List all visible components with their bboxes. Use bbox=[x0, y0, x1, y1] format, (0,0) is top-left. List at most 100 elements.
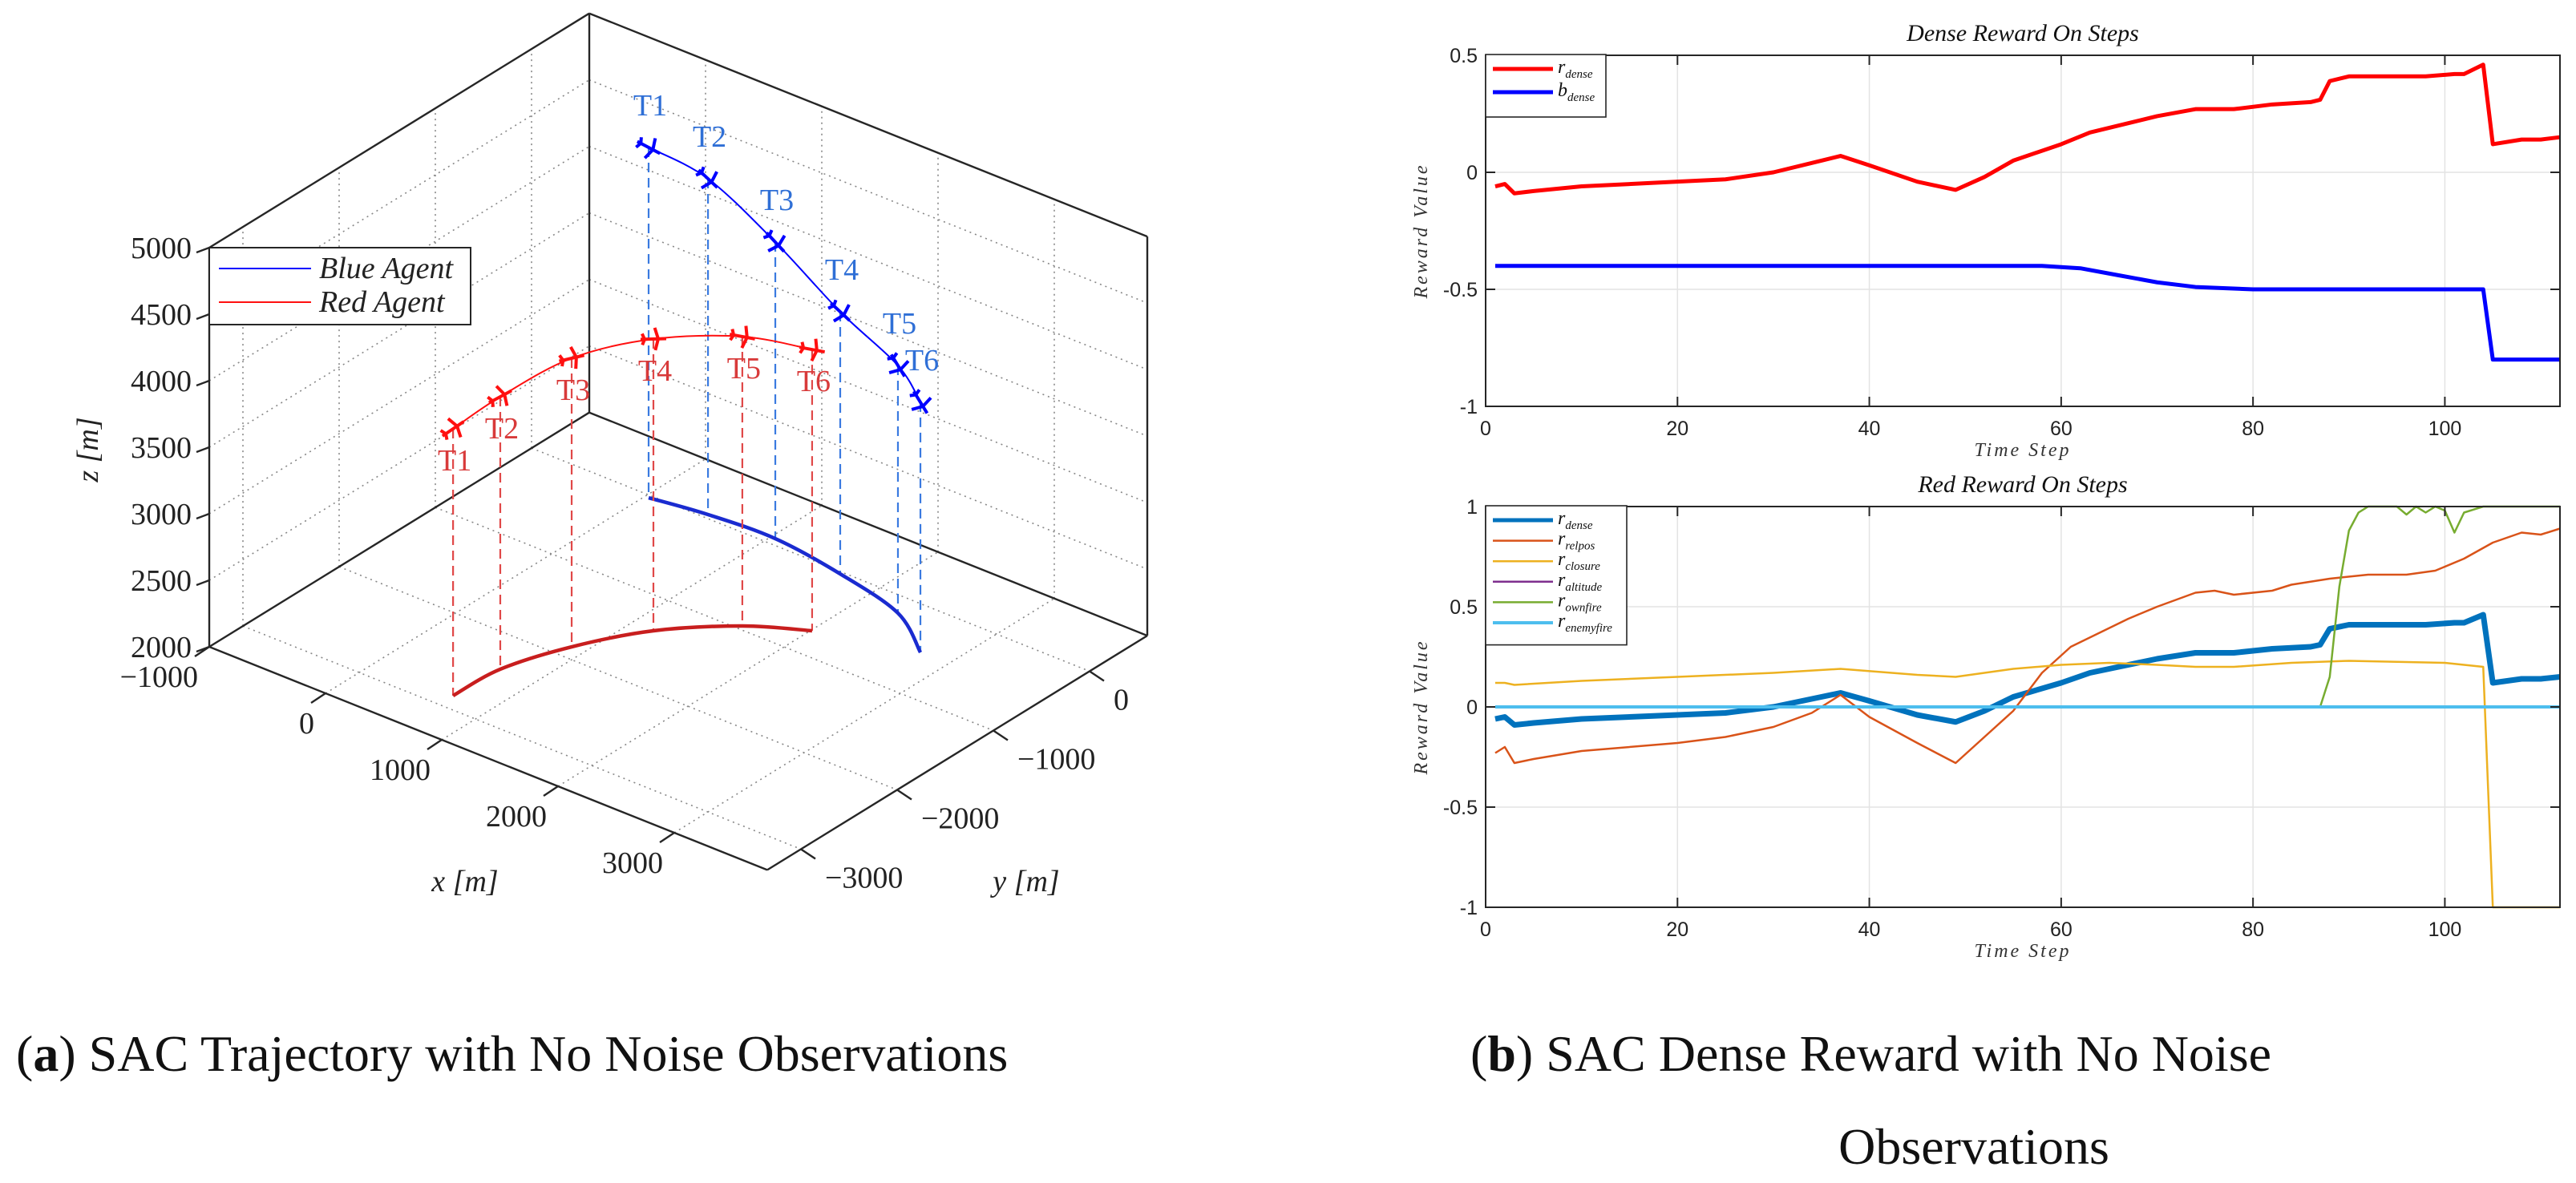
x-tick-label: 40 bbox=[1858, 919, 1881, 941]
axes-box bbox=[1485, 55, 2561, 407]
x-tick bbox=[543, 785, 559, 797]
x-tick-label: 100 bbox=[2428, 919, 2462, 941]
legend-label: rclosure bbox=[1558, 549, 1600, 573]
aircraft-marker bbox=[558, 345, 585, 369]
y-tick bbox=[1089, 670, 1105, 682]
legend-sub: enemyfire bbox=[1565, 622, 1612, 635]
legend-main: r bbox=[1558, 529, 1566, 550]
x-tick-label: 2000 bbox=[486, 800, 547, 834]
y-tick-label: −1000 bbox=[1017, 743, 1095, 777]
series-r-dense bbox=[1494, 63, 2561, 196]
axis-box-edge bbox=[588, 12, 1148, 238]
aircraft-marker bbox=[487, 385, 513, 407]
grid-line bbox=[588, 278, 1148, 503]
legend-box bbox=[1485, 54, 1607, 118]
aircraft-marker bbox=[640, 327, 667, 351]
axis-box-edge bbox=[588, 411, 1148, 637]
x-tick-label: 60 bbox=[2050, 418, 2073, 440]
z-tick-label: 2500 bbox=[131, 564, 192, 598]
time-label: T1 bbox=[438, 444, 471, 478]
z-tick bbox=[196, 446, 210, 454]
time-label: T2 bbox=[485, 412, 519, 446]
trajectory-3d-plot: 2000 2500 3000 3500 4000 4500 5000 −1000 0 1000 20… bbox=[71, 12, 1149, 898]
y-axis-label: Reward Value bbox=[1411, 639, 1432, 775]
x-tick bbox=[659, 832, 675, 843]
z-tick-label: 3000 bbox=[131, 498, 192, 531]
chart-title: Dense Reward On Steps bbox=[1906, 20, 2139, 46]
x-tick bbox=[310, 692, 326, 704]
legend-main: b bbox=[1558, 80, 1567, 101]
legend: rdenserrelposrclosureraltituderownfirere… bbox=[1485, 505, 1628, 646]
legend-main: r bbox=[1558, 508, 1566, 529]
axis-box-edge bbox=[208, 411, 590, 648]
time-label: T4 bbox=[825, 253, 859, 287]
z-tick bbox=[196, 579, 210, 587]
aircraft-marker bbox=[439, 417, 465, 441]
legend-sub: dense bbox=[1565, 519, 1592, 532]
x-axis-label: x [m] bbox=[431, 865, 498, 898]
z-tick bbox=[196, 246, 210, 254]
y-tick-label: 0 bbox=[1466, 162, 1478, 184]
time-label: T3 bbox=[556, 373, 590, 407]
series-r-dense bbox=[1494, 612, 2561, 728]
x-tick-label: 20 bbox=[1666, 919, 1688, 941]
legend-main: r bbox=[1558, 611, 1566, 632]
legend-label: rdense bbox=[1558, 508, 1593, 532]
axis-box-edge bbox=[766, 635, 1148, 871]
aircraft-marker bbox=[635, 137, 661, 159]
trajectory-red-agent: T1 T2 T3 T4 T5 T6 bbox=[438, 325, 831, 697]
caption-b-line2: Observations bbox=[1838, 1118, 2109, 1175]
red-reward-chart: 0 20 40 60 80 100 -1 -0.5 0 0.5 1 Red Reward On Ste… bbox=[1411, 471, 2561, 962]
z-tick-label: 2000 bbox=[131, 631, 192, 664]
legend-label: renemyfire bbox=[1558, 611, 1612, 635]
caption-b-label: b bbox=[1487, 1025, 1516, 1082]
y-tick-label: -1 bbox=[1460, 396, 1478, 418]
x-tick bbox=[194, 646, 210, 657]
legend-label: raltitude bbox=[1558, 570, 1603, 594]
grid-line bbox=[557, 551, 939, 787]
grid-line bbox=[208, 146, 590, 382]
caption-a-text: SAC Trajectory with No Noise Observation… bbox=[76, 1025, 1009, 1082]
aircraft-marker bbox=[827, 299, 851, 323]
time-label: T6 bbox=[905, 344, 939, 378]
axis-box-edge bbox=[208, 12, 590, 249]
x-axis-label: Time Step bbox=[1975, 941, 2072, 962]
legend-sub: dense bbox=[1567, 91, 1595, 104]
grid-line bbox=[588, 345, 1148, 570]
x-tick-label: 0 bbox=[1480, 919, 1491, 941]
time-label: T5 bbox=[727, 352, 761, 386]
grid-line bbox=[338, 566, 898, 791]
series-r-ownfire bbox=[2319, 505, 2560, 708]
legend-label: Red Agent bbox=[318, 285, 446, 319]
legend-label: Blue Agent bbox=[319, 252, 455, 285]
legend-label: bdense bbox=[1558, 80, 1595, 104]
time-label: T4 bbox=[638, 354, 672, 388]
time-label: T5 bbox=[883, 307, 916, 341]
x-axis-label: Time Step bbox=[1975, 440, 2072, 461]
caption-a: (a) SAC Trajectory with No Noise Observa… bbox=[16, 1025, 1008, 1082]
series-b-dense bbox=[1494, 264, 2560, 362]
y-tick-label: −3000 bbox=[825, 862, 903, 895]
y-tick-label: 0 bbox=[1466, 696, 1478, 719]
legend-main: r bbox=[1558, 570, 1566, 591]
x-tick-label: 40 bbox=[1858, 418, 1881, 440]
aircraft-marker bbox=[799, 338, 826, 362]
aircraft-marker bbox=[762, 229, 787, 253]
legend-box bbox=[208, 247, 471, 325]
legend-sub: altitude bbox=[1565, 581, 1602, 594]
axis-box-edge bbox=[208, 645, 768, 871]
legend-sub: relpos bbox=[1565, 540, 1595, 553]
y-tick-label: -0.5 bbox=[1443, 797, 1478, 819]
x-tick-label: 1000 bbox=[370, 753, 431, 787]
x-tick-label: 60 bbox=[2050, 919, 2073, 941]
legend-sub: closure bbox=[1565, 560, 1600, 573]
x-tick-label: 3000 bbox=[602, 846, 663, 880]
x-tick-label: 80 bbox=[2242, 418, 2264, 440]
ground-track bbox=[648, 495, 923, 654]
z-tick bbox=[196, 379, 210, 387]
caption-b: (b) SAC Dense Reward with No Noise bbox=[1470, 1025, 2271, 1082]
caption-b-text: SAC Dense Reward with No Noise bbox=[1533, 1025, 2271, 1082]
